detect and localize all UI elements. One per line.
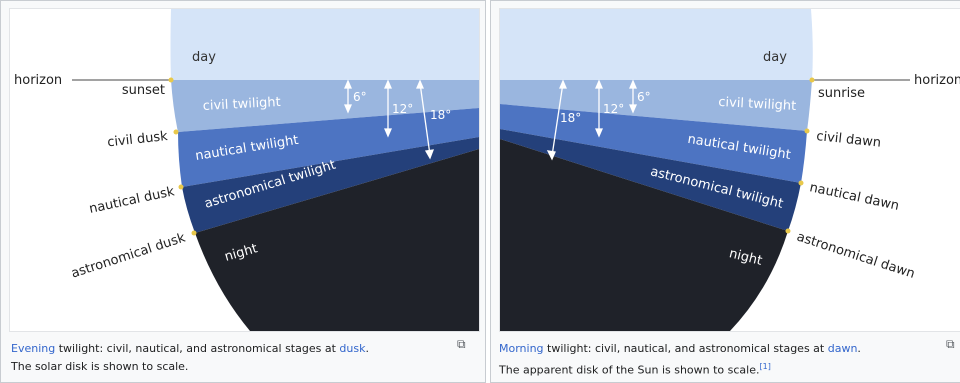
evening-caption: Evening twilight: civil, nautical, and a… bbox=[11, 340, 369, 376]
angle-18-arrow bbox=[419, 82, 431, 156]
enlarge-icon[interactable]: ⧉ bbox=[457, 337, 466, 351]
night-region bbox=[195, 149, 479, 331]
nautical-twilight-region bbox=[178, 108, 479, 187]
enlarge-icon[interactable]: ⧉ bbox=[946, 337, 955, 351]
sunset-marker bbox=[168, 77, 174, 83]
caption-text: twilight: civil, nautical, and astronomi… bbox=[543, 342, 828, 355]
astronomical-twilight-region bbox=[182, 137, 479, 233]
deg-12-label: 12° bbox=[392, 102, 413, 116]
morning-link[interactable]: Morning bbox=[499, 342, 544, 355]
caption-period: . bbox=[365, 342, 369, 355]
sunset-label: sunset bbox=[122, 83, 165, 98]
deg-12-label: 12° bbox=[603, 102, 624, 116]
astronomical-dusk-marker bbox=[191, 230, 197, 236]
horizon-label: horizon bbox=[914, 73, 960, 88]
evening-link[interactable]: Evening bbox=[11, 342, 56, 355]
dawn-link[interactable]: dawn bbox=[827, 342, 858, 355]
morning-caption: Morning twilight: civil, nautical, and a… bbox=[499, 340, 861, 380]
morning-twilight-diagram[interactable]: day horizon sunrise civil dawn nautical … bbox=[499, 8, 960, 332]
nautical-dawn-marker bbox=[798, 180, 804, 186]
civil-dawn-label: civil dawn bbox=[816, 129, 882, 151]
day-label: day bbox=[192, 50, 216, 65]
nautical-dawn-label: nautical dawn bbox=[808, 180, 900, 214]
civil-dawn-marker bbox=[804, 128, 810, 134]
astronomical-twilight-region bbox=[500, 129, 801, 231]
horizon-label: horizon bbox=[14, 73, 62, 88]
civil-dusk-marker bbox=[173, 129, 179, 135]
caption-line-2: The solar disk is shown to scale. bbox=[11, 360, 189, 373]
nautical-twilight-region bbox=[500, 104, 807, 183]
astronomical-dawn-label: astronomical dawn bbox=[795, 230, 917, 282]
caption-text: twilight: civil, nautical, and astronomi… bbox=[55, 342, 340, 355]
figure-evening-twilight: day horizon sunset civil dusk nautical d… bbox=[0, 0, 486, 383]
angle-18-arrow bbox=[551, 82, 564, 157]
dusk-link[interactable]: dusk bbox=[339, 342, 366, 355]
nautical-dusk-label: nautical dusk bbox=[88, 184, 176, 217]
astronomical-dusk-label: astronomical dusk bbox=[69, 230, 187, 281]
deg-6-label: 6° bbox=[353, 90, 367, 104]
day-label: day bbox=[763, 50, 787, 65]
caption-line-2: The apparent disk of the Sun is shown to… bbox=[499, 363, 760, 377]
civil-twilight-label: civil twilight bbox=[202, 95, 281, 114]
civil-twilight-region bbox=[171, 80, 479, 132]
day-region bbox=[170, 9, 479, 80]
deg-6-label: 6° bbox=[637, 90, 651, 104]
caption-period: . bbox=[857, 342, 861, 355]
astronomical-dawn-marker bbox=[785, 228, 791, 234]
sunrise-label: sunrise bbox=[818, 86, 865, 101]
civil-dusk-label: civil dusk bbox=[107, 129, 169, 150]
day-region bbox=[500, 9, 813, 80]
reference-link[interactable]: [1] bbox=[759, 362, 771, 371]
civil-twilight-region bbox=[500, 80, 812, 131]
sunrise-marker bbox=[809, 77, 815, 83]
evening-twilight-diagram[interactable]: day horizon sunset civil dusk nautical d… bbox=[9, 8, 480, 332]
deg-18-label: 18° bbox=[430, 108, 451, 122]
civil-twilight-label: civil twilight bbox=[718, 95, 797, 114]
night-region bbox=[500, 139, 788, 331]
nautical-dusk-marker bbox=[178, 184, 184, 190]
figure-morning-twilight: day horizon sunrise civil dawn nautical … bbox=[490, 0, 960, 383]
deg-18-label: 18° bbox=[560, 111, 581, 125]
